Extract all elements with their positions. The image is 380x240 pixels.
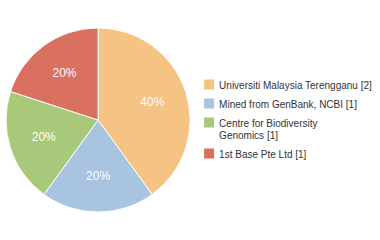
legend-label: Universiti Malaysia Terengganu [2] — [219, 80, 372, 91]
legend-swatch — [204, 118, 214, 128]
data-label: 20% — [86, 169, 110, 183]
legend-swatch — [204, 80, 214, 90]
legend: Universiti Malaysia Terengganu [2] Mined … — [204, 80, 372, 160]
data-label: 20% — [32, 130, 56, 144]
data-labels: 40% 20% 20% 20% — [32, 66, 165, 183]
legend-swatch — [204, 99, 214, 109]
legend-label: 1st Base Pte Ltd [1] — [219, 149, 306, 160]
legend-label: Centre for BiodiversityGenomics [1] — [219, 118, 317, 141]
data-label: 20% — [52, 66, 76, 80]
data-label: 40% — [140, 95, 164, 109]
pie-slice — [11, 28, 99, 120]
legend-label: Mined from GenBank, NCBI [1] — [219, 99, 357, 110]
legend-swatch — [204, 149, 214, 159]
chart: Universiti Malaysia Terengganu [2] Mined … — [0, 0, 380, 240]
pie — [6, 28, 190, 212]
